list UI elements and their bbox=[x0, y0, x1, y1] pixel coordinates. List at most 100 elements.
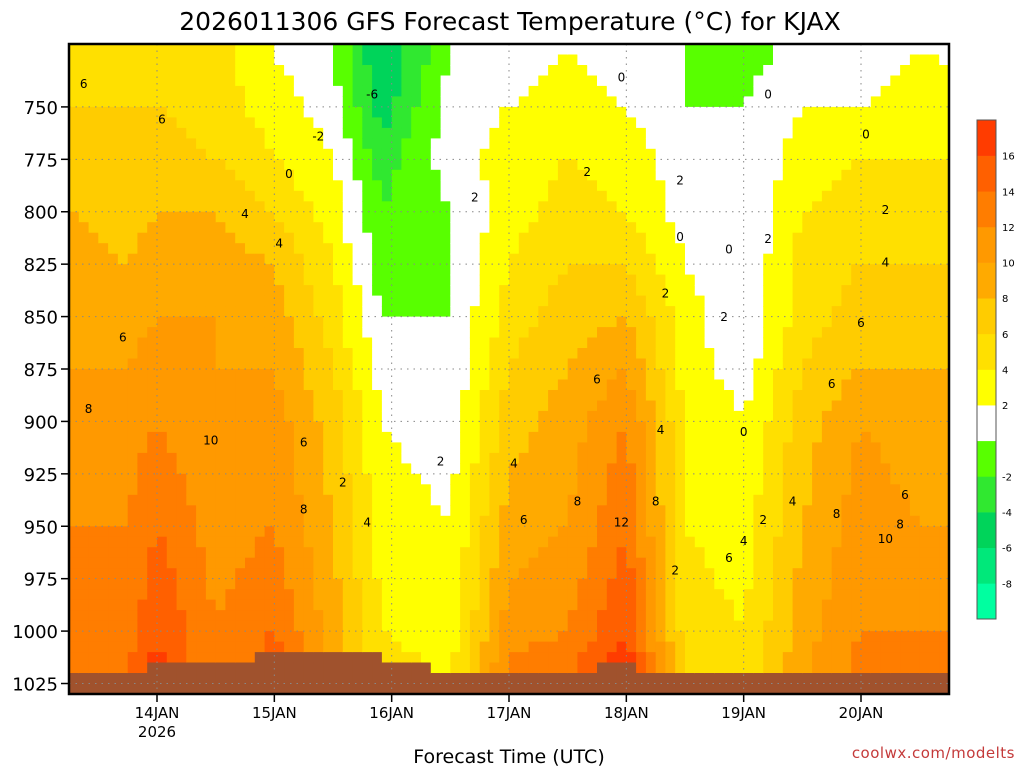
field-cell bbox=[196, 557, 207, 569]
field-cell bbox=[509, 568, 520, 580]
field-cell bbox=[597, 484, 608, 496]
field-cell bbox=[254, 610, 266, 622]
field-cell bbox=[489, 673, 500, 685]
field-cell bbox=[303, 505, 315, 517]
field-cell bbox=[626, 568, 637, 580]
field-cell bbox=[724, 442, 735, 454]
field-cell bbox=[636, 117, 647, 129]
field-cell bbox=[548, 264, 559, 276]
field-cell bbox=[557, 348, 569, 360]
field-cell bbox=[538, 348, 549, 360]
field-cell bbox=[763, 106, 774, 118]
field-cell bbox=[645, 44, 657, 56]
field-cell bbox=[264, 232, 275, 244]
field-cell bbox=[342, 652, 354, 664]
field-cell bbox=[313, 505, 324, 517]
field-cell bbox=[489, 169, 500, 181]
field-cell bbox=[274, 75, 285, 87]
field-cell bbox=[342, 683, 354, 695]
field-cell bbox=[303, 631, 315, 643]
field-cell bbox=[528, 494, 539, 506]
field-cell bbox=[147, 421, 158, 433]
field-cell bbox=[293, 44, 305, 56]
field-cell bbox=[782, 515, 794, 527]
field-cell bbox=[137, 390, 148, 402]
field-cell bbox=[548, 568, 559, 580]
field-cell bbox=[215, 505, 227, 517]
field-cell bbox=[616, 264, 627, 276]
field-cell bbox=[323, 683, 334, 695]
field-cell bbox=[235, 568, 246, 580]
field-cell bbox=[362, 243, 373, 255]
field-cell bbox=[665, 431, 676, 443]
field-cell bbox=[78, 243, 90, 255]
field-cell bbox=[176, 463, 187, 475]
field-cell bbox=[518, 578, 530, 590]
field-cell bbox=[557, 536, 569, 548]
field-cell bbox=[577, 473, 588, 485]
field-cell bbox=[694, 358, 706, 370]
field-cell bbox=[450, 620, 461, 632]
field-cell bbox=[831, 599, 843, 611]
field-cell bbox=[342, 232, 354, 244]
field-cell bbox=[792, 243, 803, 255]
field-cell bbox=[773, 253, 784, 265]
field-cell bbox=[176, 547, 187, 559]
field-cell bbox=[108, 285, 119, 297]
field-cell bbox=[440, 316, 451, 328]
field-cell bbox=[225, 641, 236, 653]
field-cell bbox=[157, 494, 168, 506]
field-cell bbox=[792, 578, 803, 590]
field-cell bbox=[323, 169, 334, 181]
field-cell bbox=[284, 96, 295, 108]
field-cell bbox=[518, 117, 530, 129]
field-cell bbox=[98, 652, 109, 664]
field-cell bbox=[381, 190, 393, 202]
field-cell bbox=[714, 148, 725, 160]
field-cell bbox=[821, 547, 833, 559]
field-cell bbox=[851, 148, 862, 160]
field-cell bbox=[782, 400, 794, 412]
field-cell bbox=[685, 306, 696, 318]
field-cell bbox=[235, 369, 246, 381]
field-cell bbox=[78, 421, 90, 433]
field-cell bbox=[831, 148, 843, 160]
field-cell bbox=[88, 75, 99, 87]
field-cell bbox=[147, 442, 158, 454]
field-cell bbox=[137, 85, 148, 97]
field-cell bbox=[196, 54, 207, 66]
field-cell bbox=[245, 337, 256, 349]
field-cell bbox=[626, 75, 637, 87]
field-cell bbox=[196, 578, 207, 590]
field-cell bbox=[293, 463, 305, 475]
field-cell bbox=[489, 526, 500, 538]
field-cell bbox=[557, 65, 569, 77]
field-cell bbox=[606, 452, 618, 464]
field-cell bbox=[127, 652, 139, 664]
field-cell bbox=[391, 44, 403, 56]
field-cell bbox=[538, 190, 549, 202]
field-cell bbox=[274, 452, 285, 464]
field-cell bbox=[802, 253, 813, 265]
field-cell bbox=[391, 253, 403, 265]
field-cell bbox=[655, 264, 667, 276]
field-cell bbox=[557, 390, 569, 402]
field-cell bbox=[743, 641, 755, 653]
field-cell bbox=[362, 369, 373, 381]
field-cell bbox=[225, 410, 236, 422]
field-cell bbox=[254, 96, 266, 108]
field-cell bbox=[176, 620, 187, 632]
field-cell bbox=[479, 662, 491, 674]
field-cell bbox=[313, 337, 324, 349]
field-cell bbox=[323, 421, 334, 433]
field-cell bbox=[636, 526, 647, 538]
field-cell bbox=[78, 442, 90, 454]
field-cell bbox=[323, 295, 334, 307]
field-cell bbox=[147, 222, 158, 234]
field-cell bbox=[538, 494, 549, 506]
field-cell bbox=[157, 44, 168, 56]
field-cell bbox=[821, 274, 833, 286]
field-cell bbox=[411, 138, 422, 150]
field-cell bbox=[792, 159, 803, 171]
field-cell bbox=[528, 410, 539, 422]
